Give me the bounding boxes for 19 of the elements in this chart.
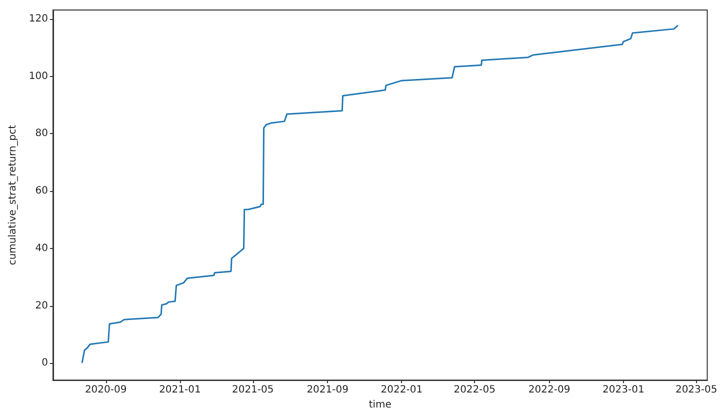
x-axis-title: time bbox=[368, 400, 392, 410]
x-tick-label: 2022-09 bbox=[528, 384, 570, 396]
y-tick-label: 60 bbox=[35, 186, 48, 197]
y-tick-label: 20 bbox=[35, 300, 48, 312]
y-tick-label: 40 bbox=[35, 242, 48, 254]
x-tick-label: 2023-05 bbox=[675, 384, 718, 396]
x-tick-label: 2022-05 bbox=[454, 384, 496, 396]
x-tick-label: 2023-01 bbox=[602, 384, 644, 396]
x-tick-label: 2021-01 bbox=[159, 384, 201, 396]
y-tick-label: 100 bbox=[28, 70, 48, 82]
line-series bbox=[81, 25, 678, 364]
y-axis-title: cumulative_strat_return_pct bbox=[8, 124, 18, 266]
y-tick-label: 0 bbox=[42, 358, 48, 369]
x-tick-label: 2022-01 bbox=[380, 384, 423, 396]
x-tick-label: 2020-09 bbox=[84, 384, 127, 396]
y-tick-label: 120 bbox=[28, 13, 48, 24]
x-tick-label: 2021-09 bbox=[306, 384, 348, 396]
x-tick-label: 2021-05 bbox=[232, 384, 274, 396]
y-tick-label: 80 bbox=[35, 128, 48, 140]
